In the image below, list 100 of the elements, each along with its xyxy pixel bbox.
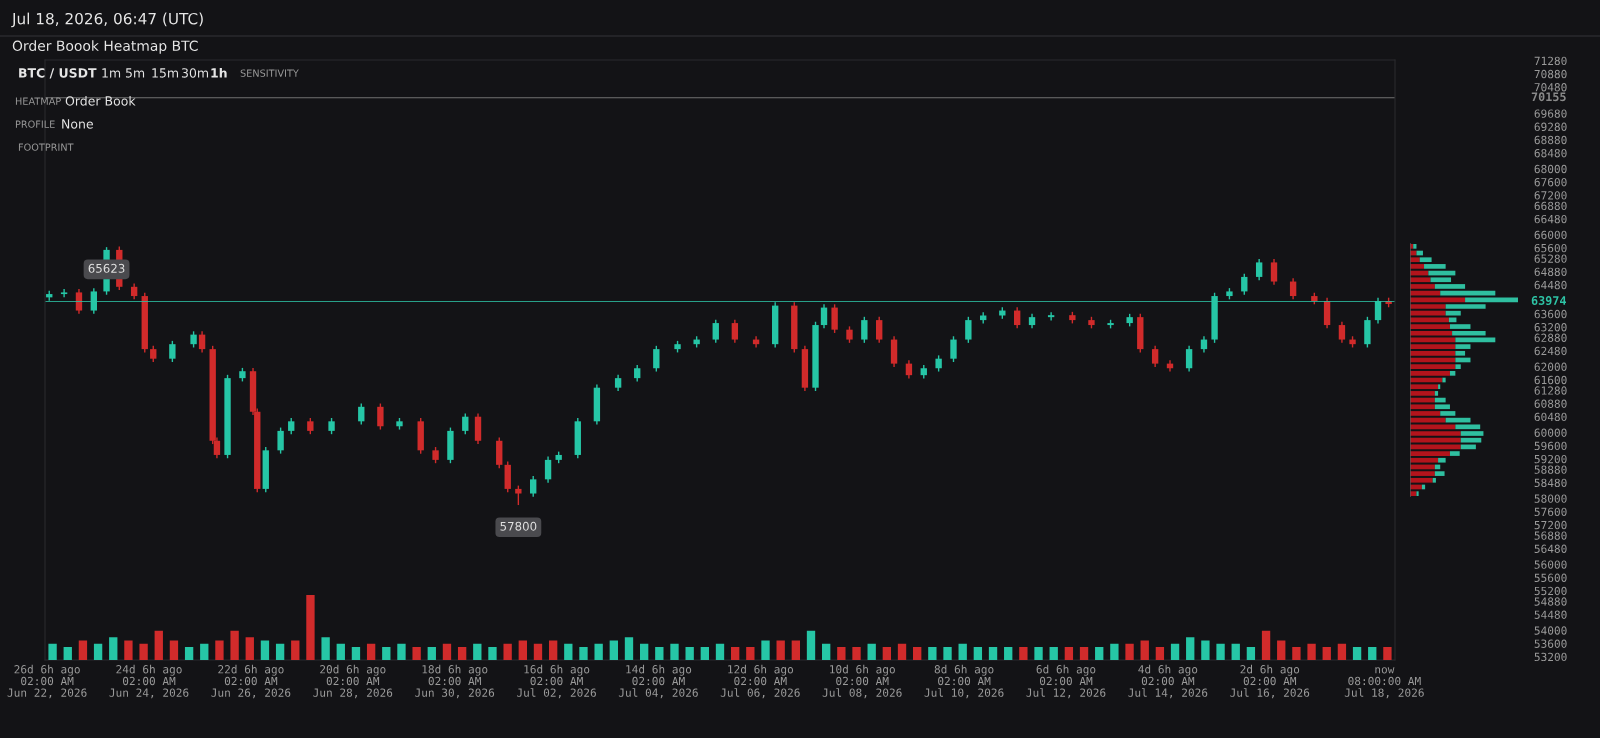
- bar: [1079, 647, 1089, 660]
- bar: [336, 643, 345, 660]
- bar: [1216, 643, 1225, 660]
- bar: [1434, 404, 1450, 410]
- bar: [655, 647, 664, 660]
- bar: [109, 637, 118, 660]
- x-tick-label: 12d 6h ago 02:00 AM Jul 06, 2026: [720, 664, 800, 699]
- bar: [366, 643, 376, 660]
- bar: [1004, 647, 1013, 660]
- bar: [1125, 643, 1134, 660]
- bar: [275, 643, 285, 660]
- y-tick-label: 60880: [1534, 399, 1567, 408]
- bar: [594, 643, 603, 660]
- annotation: 57800: [500, 521, 537, 531]
- bar: [1460, 431, 1484, 436]
- y-tick-label: 67200: [1534, 191, 1567, 200]
- bar: [882, 647, 892, 660]
- bar: [215, 640, 224, 660]
- bar: [685, 647, 694, 660]
- bar: [1419, 257, 1432, 263]
- y-tick-label: 54480: [1534, 610, 1567, 619]
- bar: [1434, 284, 1466, 289]
- bar: [1246, 647, 1256, 660]
- bar: [488, 647, 497, 660]
- bar: [897, 643, 907, 660]
- candlestick: [950, 335, 957, 363]
- bar: [1410, 277, 1431, 283]
- candlestick: [965, 316, 972, 344]
- bar: [791, 640, 801, 660]
- bar: [93, 643, 103, 660]
- annotation: SENSITIVITY: [240, 69, 299, 77]
- bar: [1440, 411, 1456, 416]
- bar: [1455, 424, 1481, 430]
- bar: [1465, 297, 1518, 303]
- bar: [1410, 384, 1439, 390]
- y-tick-label: 62880: [1534, 333, 1567, 342]
- y-tick-label: 59600: [1534, 441, 1567, 451]
- x-tick-label: 22d 6h ago 02:00 AM Jun 26, 2026: [211, 664, 291, 699]
- y-tick-label: 62000: [1534, 362, 1567, 371]
- bar: [473, 643, 482, 660]
- bar: [124, 640, 133, 660]
- y-tick-label: 65280: [1534, 254, 1567, 263]
- bar: [78, 640, 88, 660]
- bar: [1170, 643, 1180, 660]
- y-tick-label: 57200: [1534, 520, 1567, 530]
- bar: [321, 637, 330, 660]
- bar: [1455, 364, 1461, 369]
- bar: [639, 643, 649, 660]
- annotation: 5m: [125, 68, 145, 78]
- annotation: BTC / USDT: [19, 68, 97, 79]
- y-tick-label: 68000: [1534, 164, 1567, 174]
- y-tick-label: 71280: [1534, 56, 1567, 66]
- bar: [397, 643, 406, 660]
- candlestick: [169, 340, 176, 363]
- y-tick-label: 60480: [1534, 412, 1567, 422]
- annotation: FOOTPRINT: [18, 143, 74, 151]
- x-tick-label: 16d 6h ago 02:00 AM Jul 02, 2026: [517, 664, 596, 699]
- bar: [1410, 284, 1435, 289]
- bar: [169, 640, 179, 660]
- y-tick-label: 69280: [1534, 122, 1567, 131]
- bar: [503, 643, 512, 660]
- x-tick-label: 4d 6h ago 02:00 AM Jul 14, 2026: [1128, 664, 1208, 699]
- bar: [867, 643, 876, 660]
- bar: [776, 640, 785, 660]
- y-tick-label: 63600: [1534, 309, 1567, 319]
- bar: [1410, 404, 1435, 410]
- y-tick-label: 60000: [1534, 428, 1567, 437]
- ref-line-label: 70155: [1531, 92, 1566, 102]
- bar: [564, 643, 573, 660]
- bar: [200, 643, 209, 660]
- bar: [913, 647, 922, 660]
- bar: [1410, 371, 1450, 376]
- bar: [1438, 384, 1441, 390]
- bar: [1410, 424, 1456, 430]
- bar: [973, 647, 983, 660]
- bar: [1261, 630, 1271, 660]
- bar: [1434, 471, 1445, 476]
- bar: [1307, 643, 1316, 660]
- y-tick-label: 70480: [1534, 83, 1567, 92]
- y-tick-label: 62480: [1534, 346, 1567, 356]
- candlestick: [224, 374, 231, 459]
- candlestick: [831, 303, 838, 334]
- candlestick: [812, 321, 819, 392]
- y-tick-label: 54880: [1534, 597, 1567, 606]
- bar: [1430, 277, 1452, 283]
- bar: [958, 643, 967, 660]
- bar: [1410, 451, 1450, 456]
- y-tick-label: 65600: [1534, 243, 1567, 253]
- bar: [1416, 491, 1419, 496]
- bar: [1442, 377, 1446, 383]
- y-tick-label: 53200: [1534, 652, 1567, 662]
- y-tick-label: 64880: [1534, 267, 1567, 277]
- y-tick-label: 67600: [1534, 177, 1567, 187]
- bar: [731, 647, 740, 660]
- bar: [928, 647, 937, 660]
- bar: [1095, 647, 1104, 660]
- bar: [245, 637, 254, 660]
- y-tick-label: 68480: [1534, 148, 1567, 158]
- candlestick: [377, 402, 384, 431]
- bar: [1410, 477, 1433, 483]
